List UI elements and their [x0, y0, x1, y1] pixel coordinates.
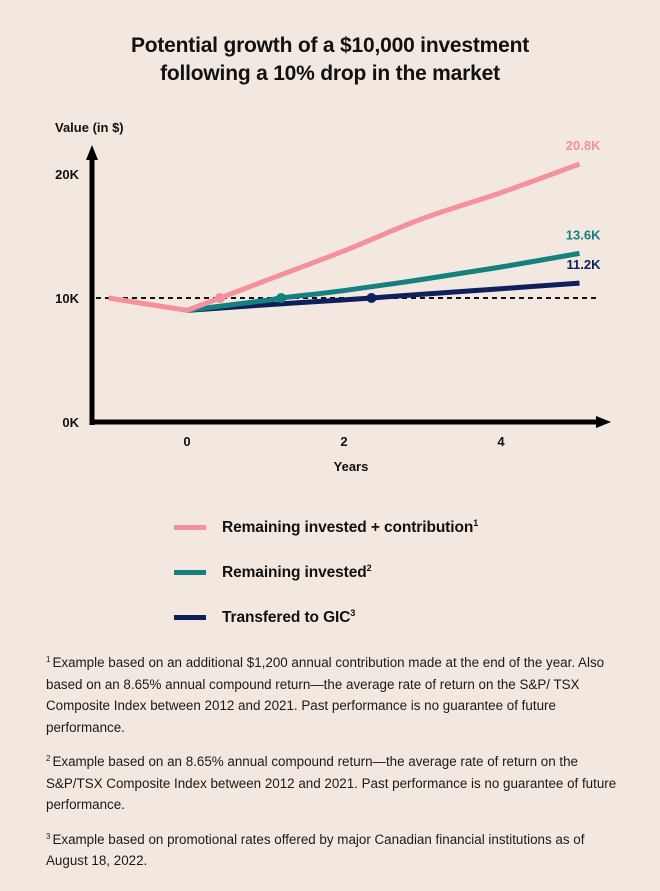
x-tick-label: 2: [340, 434, 347, 449]
legend-swatch-pink: [174, 525, 206, 530]
legend-swatch-teal: [174, 570, 206, 575]
x-tick-label: 4: [497, 434, 505, 449]
series-line-navy: [186, 280, 580, 313]
footnote-text: Example based on an 8.65% annual compoun…: [46, 754, 617, 812]
footnote-text: Example based on promotional rates offer…: [46, 831, 585, 869]
y-tick-label: 10K: [55, 291, 79, 306]
legend-label: Remaining invested + contribution: [222, 519, 474, 537]
legend-item: Remaining invested + contribution1: [174, 505, 478, 550]
x-tick-label: 0: [183, 434, 190, 449]
legend-label: Transfered to GIC: [222, 609, 351, 627]
x-axis-label: Years: [334, 459, 369, 474]
footnote-number: 1: [46, 655, 51, 664]
x-axis: [90, 416, 611, 428]
footnote-number: 3: [46, 831, 51, 841]
y-axis-arrow-icon: [86, 145, 98, 160]
legend-swatch-navy: [174, 615, 206, 620]
y-axis-label: Value (in $): [55, 120, 124, 135]
footnote-3: 3 Example based on promotional rates offe…: [46, 826, 626, 872]
legend-label: Remaining invested: [222, 564, 367, 582]
legend-footnote-ref: 1: [473, 517, 479, 528]
footnote-number: 2: [46, 754, 51, 763]
footnote-2: 2 Example based on an 8.65% annual compou…: [46, 748, 626, 816]
legend-footnote-ref: 2: [366, 562, 372, 573]
series-line-teal: [186, 250, 580, 313]
end-value-label-pink: 20.8K: [566, 138, 601, 153]
legend-item: Transfered to GIC3: [174, 595, 478, 640]
footnote-text: Example based on an additional $1,200 an…: [46, 655, 605, 735]
series-line-pink: [108, 161, 581, 313]
y-tick-label: 20K: [55, 167, 79, 182]
legend: Remaining invested + contribution1 Remai…: [174, 505, 478, 640]
end-value-label-teal: 13.6K: [566, 227, 601, 242]
breakeven-marker-navy: [366, 293, 377, 303]
end-value-label-navy: 11.2K: [567, 257, 602, 272]
chart-title: Potential growth of a $10,000 investment…: [0, 32, 660, 88]
legend-item: Remaining invested2: [174, 550, 478, 595]
line-chart: Value (in $) 0K 10K 20K 0 2 4 Years 11.2K 13.…: [55, 120, 611, 474]
x-axis-arrow-icon: [596, 416, 611, 428]
chart-title-line-2: following a 10% drop in the market: [160, 62, 500, 85]
y-tick-label: 0K: [62, 415, 79, 430]
footnotes: 1 Example based on an additional $1,200 a…: [46, 649, 626, 882]
chart-title-line-1: Potential growth of a $10,000 investment: [130, 34, 530, 57]
breakeven-marker-teal: [276, 293, 287, 303]
footnote-1: 1 Example based on an additional $1,200 a…: [46, 649, 626, 738]
legend-footnote-ref: 3: [350, 607, 356, 618]
breakeven-marker-pink: [214, 293, 225, 303]
y-axis: [86, 145, 98, 425]
